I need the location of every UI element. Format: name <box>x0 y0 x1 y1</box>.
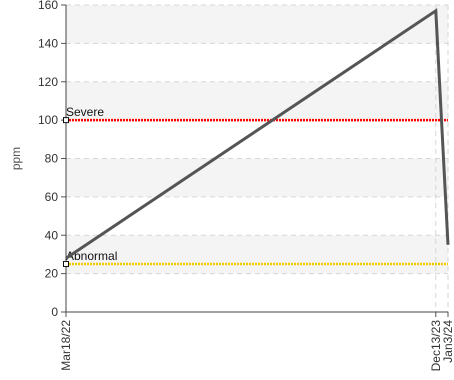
y-tick-label: 20 <box>45 267 59 281</box>
plot-band <box>66 5 448 44</box>
plot-band <box>66 158 448 197</box>
threshold-marker <box>63 261 69 268</box>
y-tick-label: 120 <box>38 75 58 89</box>
y-tick-label: 40 <box>45 228 59 242</box>
y-tick-label: 80 <box>45 152 59 166</box>
plot-band <box>66 81 448 121</box>
tick-labels: 0 20 40 60 80 100 120 140 160 Mar18/22 Dec13/23Jan… <box>38 0 454 371</box>
y-tick-label: 100 <box>38 113 58 127</box>
y-tick-label: 0 <box>51 305 58 319</box>
threshold-marker <box>63 117 69 124</box>
data-series <box>65 8 450 260</box>
plot-bands <box>66 5 448 274</box>
threshold-lines: Severe Abnormal <box>63 105 448 268</box>
x-tick-label: Jan3/24 <box>441 320 454 363</box>
threshold-label: Severe <box>66 105 104 119</box>
y-axis-title: ppm <box>9 147 23 170</box>
series-line <box>65 8 450 260</box>
y-tick-label: 140 <box>38 36 58 50</box>
x-tick-label: Dec13/23 <box>429 320 443 372</box>
axes <box>61 4 449 317</box>
threshold-label: Abnormal <box>66 249 117 263</box>
x-tick-label: Mar18/22 <box>59 320 73 371</box>
y-tick-label: 60 <box>45 190 59 204</box>
plot-band <box>66 235 448 274</box>
y-tick-label: 160 <box>38 0 58 12</box>
